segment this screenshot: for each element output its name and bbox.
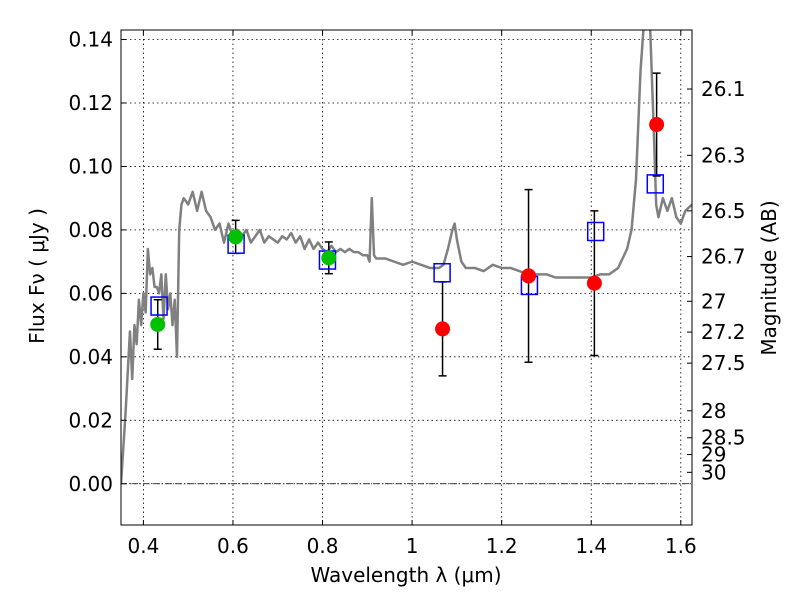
- spectrum-line: [121, 30, 692, 484]
- y-tick-labels: 0.00 0.02 0.04 0.06 0.08 0.10 0.12 0.14: [68, 28, 113, 496]
- y-tick-label: 0.04: [68, 345, 113, 369]
- observed-point: [521, 268, 537, 284]
- y2-tick-label: 28: [701, 399, 726, 423]
- x-tick-label: 1.6: [665, 534, 697, 558]
- x-tick-label: 1: [406, 534, 419, 558]
- x-tick-label: 1.4: [575, 534, 607, 558]
- observed-point: [586, 275, 602, 291]
- x-tick-label: 1.2: [486, 534, 518, 558]
- y2-tick-label: 28.5: [701, 426, 746, 450]
- grid-lines: [121, 30, 692, 525]
- y2-tick-label: 27: [701, 289, 726, 313]
- y2-axis-label: Magnitude (AB): [757, 200, 781, 355]
- y-tick-label: 0.12: [68, 91, 113, 115]
- y-axis-label: Flux Fν ( μJy ): [25, 208, 49, 344]
- plot-frame: [120, 29, 693, 526]
- y-tick-label: 0.06: [68, 281, 113, 305]
- x-axis-label: Wavelength λ (μm): [310, 563, 501, 587]
- observed-point: [228, 229, 244, 245]
- x-tick-label: 0.4: [127, 534, 159, 558]
- y2-tick-label: 30: [701, 460, 726, 484]
- y2-tick-label: 27.5: [701, 351, 746, 375]
- x-tick-label: 0.6: [217, 534, 249, 558]
- y2-tick-label: 27.2: [701, 320, 746, 344]
- observed-point: [649, 117, 665, 133]
- y2-tick-label: 26.3: [701, 143, 746, 167]
- y2-tick-label: 26.7: [701, 245, 746, 269]
- x-tick-label: 0.8: [307, 534, 339, 558]
- y-tick-label: 0.08: [68, 218, 113, 242]
- observed-point: [321, 250, 337, 266]
- model-point: [150, 296, 168, 316]
- y2-tick-label: 26.5: [701, 199, 746, 223]
- model-point: [433, 262, 451, 283]
- y-tick-label: 0.02: [68, 408, 113, 432]
- observed-point: [150, 316, 166, 332]
- model-point: [646, 174, 665, 194]
- y2-tick-label: 29: [701, 443, 726, 467]
- y2-tick-label: 26.1: [701, 77, 746, 101]
- observed-photometry-points: [150, 117, 665, 337]
- axis-ticks: [121, 30, 692, 525]
- y-tick-label: 0.00: [68, 472, 113, 496]
- observed-point: [435, 321, 451, 337]
- model-point: [586, 221, 605, 242]
- model-photometry-squares: [150, 174, 665, 316]
- y-tick-label: 0.14: [68, 28, 113, 52]
- x-tick-labels: 0.4 0.6 0.8 1 1.2 1.4 1.6: [127, 534, 696, 558]
- model-spectrum: [121, 30, 692, 484]
- y-tick-label: 0.10: [68, 154, 113, 178]
